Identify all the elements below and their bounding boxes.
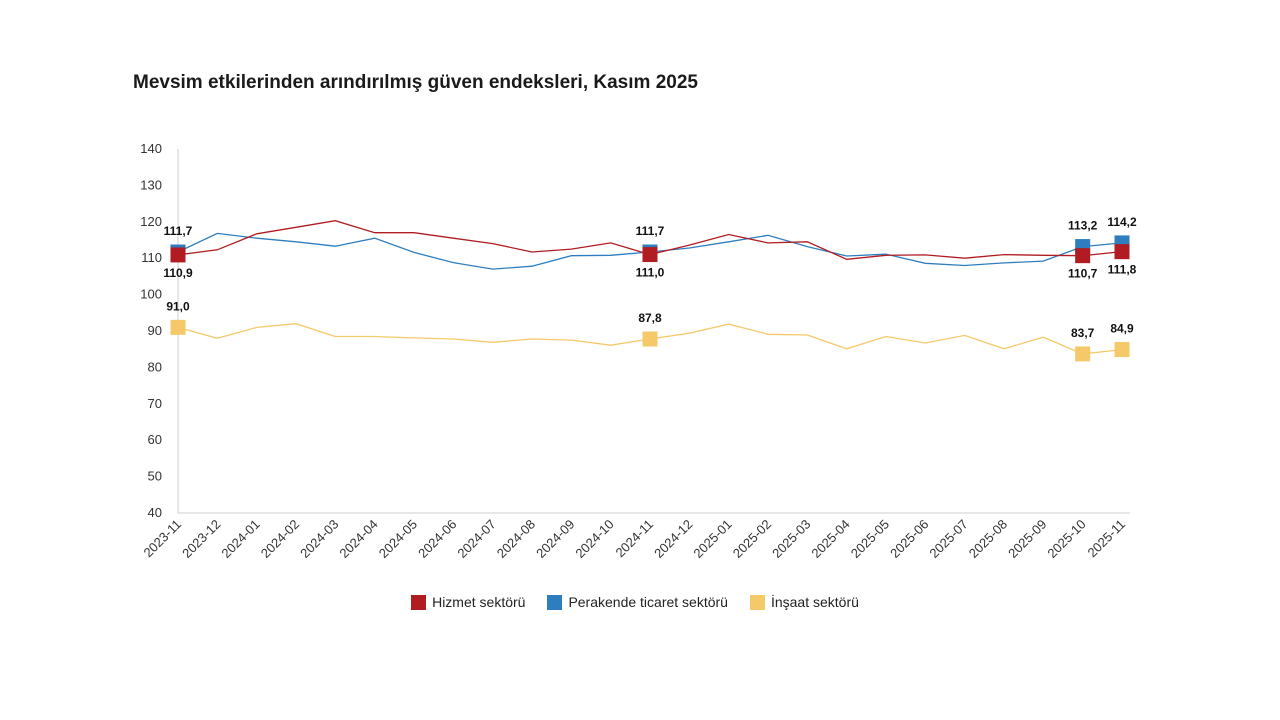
data-label: 111,7 (636, 224, 665, 238)
chart-title: Mevsim etkilerinden arındırılmış güven e… (133, 72, 698, 93)
data-label: 111,8 (1108, 263, 1137, 277)
data-label: 87,8 (638, 311, 662, 325)
x-tick-label: 2025-04 (808, 517, 852, 561)
x-tick-label: 2025-05 (848, 517, 892, 561)
data-marker (170, 247, 186, 263)
data-label: 91,0 (166, 299, 190, 313)
data-label: 111,0 (636, 266, 665, 280)
series-markers (170, 235, 1130, 362)
legend-swatch-insaat (749, 594, 765, 610)
x-tick-label: 2023-12 (179, 517, 223, 561)
data-label: 111,7 (164, 224, 193, 238)
y-tick-label: 120 (140, 214, 162, 229)
x-tick-label: 2024-09 (533, 517, 577, 561)
y-tick-label: 110 (141, 250, 162, 265)
y-tick-label: 140 (140, 141, 162, 156)
legend-item-hizmet[interactable]: Hizmet sektörü (411, 594, 525, 610)
data-marker (170, 319, 186, 335)
y-tick-label: 80 (148, 359, 162, 374)
y-tick-label: 100 (140, 287, 162, 302)
y-tick-label: 40 (148, 505, 162, 520)
x-tick-label: 2024-12 (651, 517, 695, 561)
legend-label-hizmet: Hizmet sektörü (432, 594, 526, 610)
x-tick-label: 2024-05 (376, 517, 420, 561)
y-tick-label: 90 (148, 323, 162, 338)
data-label: 114,2 (1107, 215, 1137, 229)
x-tick-label: 2025-07 (926, 517, 970, 561)
x-tick-label: 2025-01 (690, 517, 734, 561)
x-tick-label: 2025-08 (966, 517, 1010, 561)
x-tick-label: 2024-07 (454, 517, 498, 561)
x-tick-label: 2024-02 (258, 517, 302, 561)
legend-item-perakende[interactable]: Perakende ticaret sektörü (547, 594, 728, 610)
x-tick-label: 2023-11 (140, 517, 184, 561)
x-tick-label: 2024-03 (297, 517, 341, 561)
x-tick-label: 2024-06 (415, 517, 459, 561)
x-tick-label: 2025-02 (730, 517, 774, 561)
legend: Hizmet sektörü Perakende ticaret sektörü… (0, 594, 1270, 610)
x-tick-label: 2025-06 (887, 517, 931, 561)
x-tick-label: 2025-10 (1044, 517, 1088, 561)
legend-item-insaat[interactable]: İnşaat sektörü (749, 594, 859, 610)
axes: 40 50 60 70 80 90 100 110 120 130 140 2023-112023-1… (140, 141, 1130, 561)
x-tick-label: 2025-09 (1005, 517, 1049, 561)
legend-swatch-perakende (547, 594, 563, 610)
legend-label-perakende: Perakende ticaret sektörü (568, 594, 728, 610)
x-tick-label: 2024-11 (612, 517, 656, 561)
data-label: 110,9 (163, 266, 193, 280)
data-marker (1075, 346, 1091, 362)
data-marker (1075, 248, 1091, 264)
y-tick-label: 60 (148, 432, 162, 447)
x-tick-label: 2024-08 (494, 517, 538, 561)
x-tick-label: 2024-10 (572, 517, 616, 561)
x-tick-label: 2024-01 (218, 517, 262, 561)
data-marker (642, 247, 658, 263)
data-labels: 110,9 111,0 110,7 111,8 111,7 111,7 113,2 114,2… (163, 215, 1137, 340)
data-marker (1114, 244, 1130, 260)
y-tick-label: 70 (148, 396, 162, 411)
data-marker (1114, 342, 1130, 358)
x-tick-label: 2025-11 (1084, 517, 1128, 561)
y-tick-label: 50 (148, 469, 162, 484)
data-label: 110,7 (1068, 267, 1098, 281)
x-tick-label: 2024-04 (336, 517, 380, 561)
data-label: 113,2 (1068, 219, 1098, 233)
data-label: 83,7 (1071, 326, 1095, 340)
data-marker (642, 331, 658, 347)
legend-swatch-hizmet (411, 594, 427, 610)
data-label: 84,9 (1110, 322, 1134, 336)
legend-label-insaat: İnşaat sektörü (770, 594, 859, 610)
x-tick-label: 2025-03 (769, 517, 813, 561)
y-tick-label: 130 (140, 177, 162, 192)
